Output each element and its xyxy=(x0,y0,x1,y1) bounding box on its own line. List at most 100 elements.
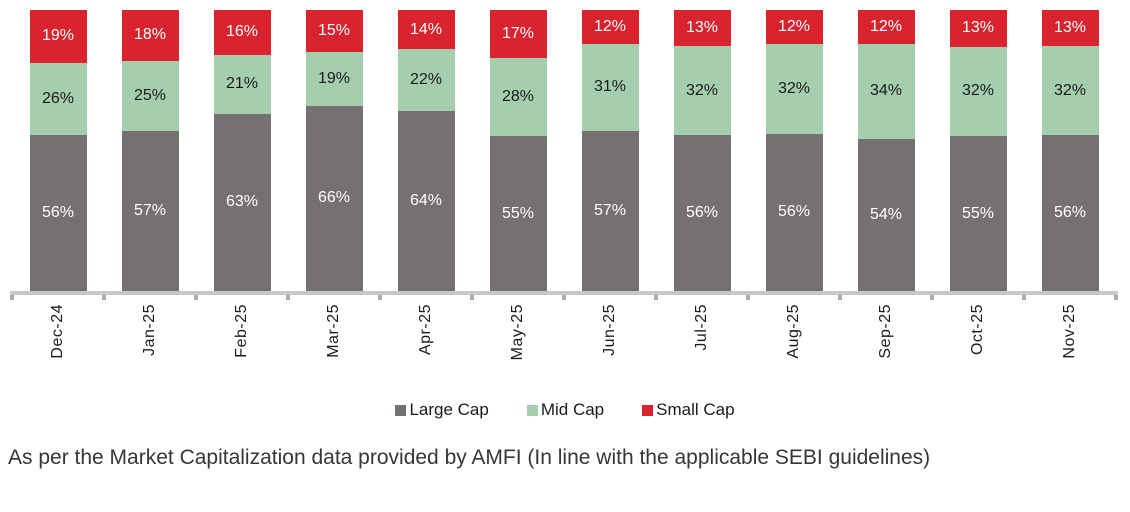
legend-swatch-mid-cap xyxy=(526,404,538,416)
bar-slot-aug-25: 12% 32% 56% xyxy=(748,10,840,291)
segment-label: 63% xyxy=(225,193,259,211)
x-axis-label-cell: Apr-25 xyxy=(380,304,472,390)
x-axis-label-cell: Sep-25 xyxy=(840,304,932,390)
segment-label: 56% xyxy=(777,203,811,221)
bar-sep-25: 12% 34% 54% xyxy=(857,10,915,291)
segment-small-cap-jan-25: 18% xyxy=(121,10,179,61)
x-axis-label-cell: Jul-25 xyxy=(656,304,748,390)
x-axis-label-mar-25: Mar-25 xyxy=(325,304,342,358)
segment-label: 28% xyxy=(501,88,535,106)
segment-label: 64% xyxy=(409,192,443,210)
legend-swatch-small-cap xyxy=(642,404,654,416)
segment-label: 22% xyxy=(409,71,443,89)
x-axis-label-cell: Mar-25 xyxy=(288,304,380,390)
stacked-bar-chart: 19% 26% 56% 18% 25% 57% 16% 21% 63% 15% 19% 66% 14% 2… xyxy=(0,10,1130,422)
segment-large-cap-aug-25: 56% xyxy=(765,133,823,291)
segment-label: 17% xyxy=(501,24,535,42)
segment-small-cap-dec-24: 19% xyxy=(29,10,87,63)
bar-jul-25: 13% 32% 56% xyxy=(673,10,731,291)
bar-slot-may-25: 17% 28% 55% xyxy=(472,10,564,291)
segment-large-cap-mar-25: 66% xyxy=(305,105,363,291)
bar-slot-dec-24: 19% 26% 56% xyxy=(12,10,104,291)
segment-label: 32% xyxy=(777,79,811,97)
axis-tick xyxy=(470,295,474,300)
segment-label: 34% xyxy=(869,82,903,100)
legend-item-large-cap: Large Cap xyxy=(395,400,489,420)
legend-label-small-cap: Small Cap xyxy=(656,400,735,419)
segment-small-cap-nov-25: 13% xyxy=(1041,10,1099,47)
bar-may-25: 17% 28% 55% xyxy=(489,10,547,291)
segment-label: 12% xyxy=(777,17,811,35)
bar-slot-feb-25: 16% 21% 63% xyxy=(196,10,288,291)
segment-label: 32% xyxy=(685,81,719,99)
segment-large-cap-apr-25: 64% xyxy=(397,111,455,291)
bar-jan-25: 18% 25% 57% xyxy=(121,10,179,291)
legend-item-mid-cap: Mid Cap xyxy=(526,400,604,420)
segment-label: 55% xyxy=(501,204,535,222)
segment-label: 31% xyxy=(593,78,627,96)
segment-mid-cap-mar-25: 19% xyxy=(305,52,363,106)
x-axis-label-cell: Jun-25 xyxy=(564,304,656,390)
segment-small-cap-may-25: 17% xyxy=(489,10,547,58)
segment-mid-cap-jan-25: 25% xyxy=(121,60,179,131)
segment-mid-cap-sep-25: 34% xyxy=(857,43,915,140)
axis-tick xyxy=(194,295,198,300)
segment-label: 18% xyxy=(133,26,167,44)
segment-large-cap-oct-25: 55% xyxy=(949,136,1007,291)
segment-label: 55% xyxy=(961,204,995,222)
segment-label: 25% xyxy=(133,86,167,104)
x-axis-label-oct-25: Oct-25 xyxy=(969,304,986,356)
segment-label: 56% xyxy=(1053,204,1087,222)
axis-tick xyxy=(102,295,106,300)
segment-mid-cap-nov-25: 32% xyxy=(1041,46,1099,136)
bar-slot-mar-25: 15% 19% 66% xyxy=(288,10,380,291)
segment-large-cap-feb-25: 63% xyxy=(213,113,271,291)
x-axis-label-cell: May-25 xyxy=(472,304,564,390)
segment-mid-cap-may-25: 28% xyxy=(489,57,547,137)
x-axis-labels: Dec-24 Jan-25 Feb-25 Mar-25 Apr-25 May-25 Jun-… xyxy=(12,295,1116,390)
bar-slot-oct-25: 13% 32% 55% xyxy=(932,10,1024,291)
segment-mid-cap-apr-25: 22% xyxy=(397,49,455,112)
segment-label: 19% xyxy=(317,69,351,87)
bar-nov-25: 13% 32% 56% xyxy=(1041,10,1099,291)
segment-label: 56% xyxy=(685,204,719,222)
x-axis-label-jan-25: Jan-25 xyxy=(141,304,158,356)
plot-area: 19% 26% 56% 18% 25% 57% 16% 21% 63% 15% 19% 66% 14% 2… xyxy=(12,10,1116,291)
segment-label: 21% xyxy=(225,75,259,93)
segment-label: 12% xyxy=(869,17,903,35)
x-axis-line xyxy=(10,291,1118,300)
segment-small-cap-jul-25: 13% xyxy=(673,10,731,47)
x-axis-label-jul-25: Jul-25 xyxy=(693,304,710,351)
segment-large-cap-may-25: 55% xyxy=(489,136,547,291)
market-cap-chart-page: 19% 26% 56% 18% 25% 57% 16% 21% 63% 15% 19% 66% 14% 2… xyxy=(0,10,1130,470)
segment-label: 57% xyxy=(133,201,167,219)
bar-dec-24: 19% 26% 56% xyxy=(29,10,87,291)
segment-label: 56% xyxy=(41,204,75,222)
legend-swatch-large-cap xyxy=(395,404,407,416)
segment-label: 32% xyxy=(961,82,995,100)
axis-tick xyxy=(746,295,750,300)
x-axis-label-dec-24: Dec-24 xyxy=(49,304,66,359)
x-axis-label-nov-25: Nov-25 xyxy=(1061,304,1078,359)
x-axis-label-cell: Nov-25 xyxy=(1024,304,1116,390)
segment-mid-cap-jun-25: 31% xyxy=(581,43,639,131)
x-axis-label-may-25: May-25 xyxy=(509,304,526,361)
bar-slot-jul-25: 13% 32% 56% xyxy=(656,10,748,291)
bar-apr-25: 14% 22% 64% xyxy=(397,10,455,291)
segment-mid-cap-oct-25: 32% xyxy=(949,46,1007,137)
bar-oct-25: 13% 32% 55% xyxy=(949,10,1007,291)
segment-small-cap-sep-25: 12% xyxy=(857,10,915,44)
segment-small-cap-mar-25: 15% xyxy=(305,10,363,53)
bar-jun-25: 12% 31% 57% xyxy=(581,10,639,291)
segment-mid-cap-dec-24: 26% xyxy=(29,62,87,136)
segment-label: 13% xyxy=(961,19,995,37)
x-axis-label-cell: Dec-24 xyxy=(12,304,104,390)
segment-label: 66% xyxy=(317,189,351,207)
segment-large-cap-jan-25: 57% xyxy=(121,130,179,291)
axis-tick xyxy=(378,295,382,300)
segment-label: 26% xyxy=(41,90,75,108)
axis-tick xyxy=(1022,295,1026,300)
x-axis-label-sep-25: Sep-25 xyxy=(877,304,894,359)
segment-mid-cap-jul-25: 32% xyxy=(673,46,731,136)
x-axis-label-cell: Aug-25 xyxy=(748,304,840,390)
